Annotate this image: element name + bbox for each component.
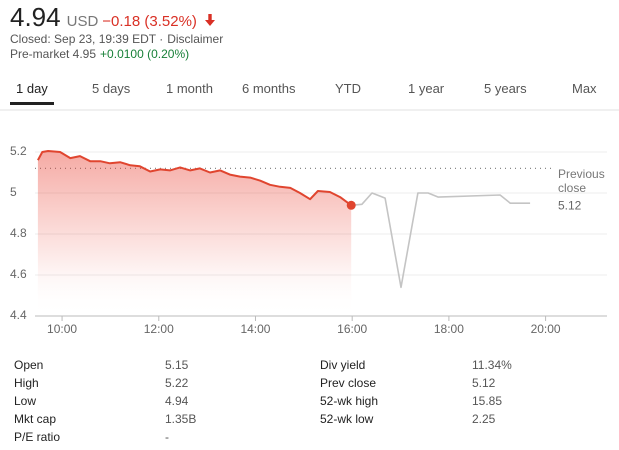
range-tab[interactable]: 1 month [166, 81, 213, 96]
price-line [351, 192, 531, 289]
status-line: Closed: Sep 23, 19:39 EDT · Disclaimer [10, 32, 223, 46]
stat-label: P/E ratio [14, 430, 60, 444]
range-tab[interactable]: Max [572, 81, 597, 96]
premarket: Pre-market 4.95 [10, 47, 97, 61]
y-tick-label: 5 [10, 185, 17, 199]
stat-label: 52-wk low [320, 412, 374, 426]
stat-label: Mkt cap [14, 412, 56, 426]
range-tab[interactable]: 6 months [242, 81, 296, 96]
stat-value: - [165, 430, 169, 444]
stat-label: 52-wk high [320, 394, 378, 408]
stat-value: 1.35B [165, 412, 196, 426]
stat-label: Low [14, 394, 36, 408]
stat-value: 2.25 [472, 412, 496, 426]
disclaimer-link[interactable]: Disclaimer [167, 32, 224, 46]
x-tick-label: 18:00 [434, 322, 464, 336]
stat-value: 5.15 [165, 358, 189, 372]
range-tab[interactable]: 1 day [16, 81, 48, 96]
y-tick-label: 5.2 [10, 144, 27, 158]
stat-value: 15.85 [472, 394, 502, 408]
stat-value: 11.34% [472, 358, 512, 372]
currency: USD [66, 13, 99, 30]
range-tab[interactable]: 1 year [408, 81, 445, 96]
stat-label: Div yield [320, 358, 365, 372]
stat-label: High [14, 376, 39, 390]
stat-label: Open [14, 358, 43, 372]
last-price-dot [346, 200, 356, 210]
x-tick-label: 12:00 [144, 322, 174, 336]
x-tick-label: 10:00 [47, 322, 77, 336]
x-tick-label: 20:00 [531, 322, 561, 336]
stat-value: 5.22 [165, 376, 189, 390]
price-line [37, 150, 352, 207]
y-tick-label: 4.6 [10, 267, 27, 281]
premarket-line: Pre-market 4.95 +0.0100 (0.20%) [10, 47, 189, 61]
area [37, 151, 352, 316]
tab-underline [10, 102, 54, 105]
x-tick-label: 16:00 [337, 322, 367, 336]
y-tick-label: 4.8 [10, 226, 27, 240]
range-tab[interactable]: YTD [335, 81, 361, 96]
stat-label: Prev close [320, 376, 376, 390]
price: 4.94 [10, 2, 61, 32]
y-tick-label: 4.4 [10, 308, 27, 322]
range-tab[interactable]: 5 years [484, 81, 527, 96]
stat-value: 4.94 [165, 394, 189, 408]
quote-line: 4.94 USD −0.18 (3.52%) [10, 2, 216, 33]
status: Closed: Sep 23, 19:39 EDT · [10, 32, 164, 46]
previous-close-label: Previous close [558, 167, 605, 195]
change: −0.18 (3.52%) [102, 13, 197, 30]
stat-value: 5.12 [472, 376, 496, 390]
x-tick-label: 14:00 [240, 322, 270, 336]
premarket-change: +0.0100 (0.20%) [100, 47, 190, 61]
range-tab[interactable]: 5 days [92, 81, 131, 96]
previous-close-value: 5.12 [558, 199, 582, 213]
down-arrow [205, 14, 216, 26]
